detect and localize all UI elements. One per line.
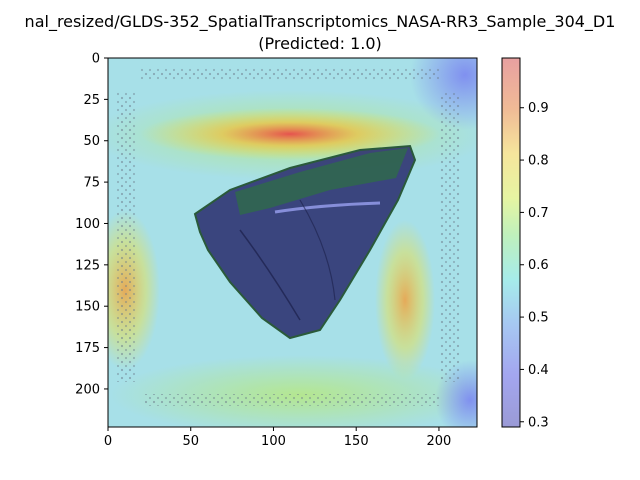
colorbar-tick-label: 0.3 [528, 415, 549, 430]
x-tick-label: 150 [344, 434, 369, 449]
x-tick-label: 50 [182, 434, 199, 449]
x-tick-label: 0 [104, 434, 112, 449]
colorbar-axis: 0.3 0.4 0.5 0.6 0.7 0.8 0.9 [520, 101, 549, 430]
heatmap-image [108, 58, 477, 427]
y-tick-label: 150 [75, 300, 100, 315]
x-tick-label: 200 [427, 434, 452, 449]
x-tick-label: 100 [261, 434, 286, 449]
colorbar [501, 57, 521, 428]
y-tick-label: 100 [75, 217, 100, 232]
colorbar-tick-label: 0.8 [528, 154, 549, 169]
colorbar-tick-label: 0.9 [528, 101, 549, 116]
x-axis: 0 50 100 150 200 [104, 427, 451, 449]
chart-title-line1: nal_resized/GLDS-352_SpatialTranscriptom… [24, 12, 616, 31]
y-tick-label: 125 [75, 258, 100, 273]
chart-title-line2: (Predicted: 1.0) [258, 34, 382, 53]
y-tick-label: 25 [83, 93, 100, 108]
y-tick-label: 175 [75, 341, 100, 356]
colorbar-tick-label: 0.7 [528, 206, 549, 221]
y-tick-label: 200 [75, 382, 100, 397]
plot-frame [107, 57, 478, 428]
colorbar-tick-label: 0.6 [528, 258, 549, 273]
y-axis: 0 25 50 75 100 125 150 175 200 [75, 52, 108, 397]
y-tick-label: 0 [92, 52, 100, 67]
colorbar-tick-label: 0.5 [528, 311, 549, 326]
y-tick-label: 75 [83, 176, 100, 191]
colorbar-tick-label: 0.4 [528, 363, 549, 378]
y-tick-label: 50 [83, 134, 100, 149]
